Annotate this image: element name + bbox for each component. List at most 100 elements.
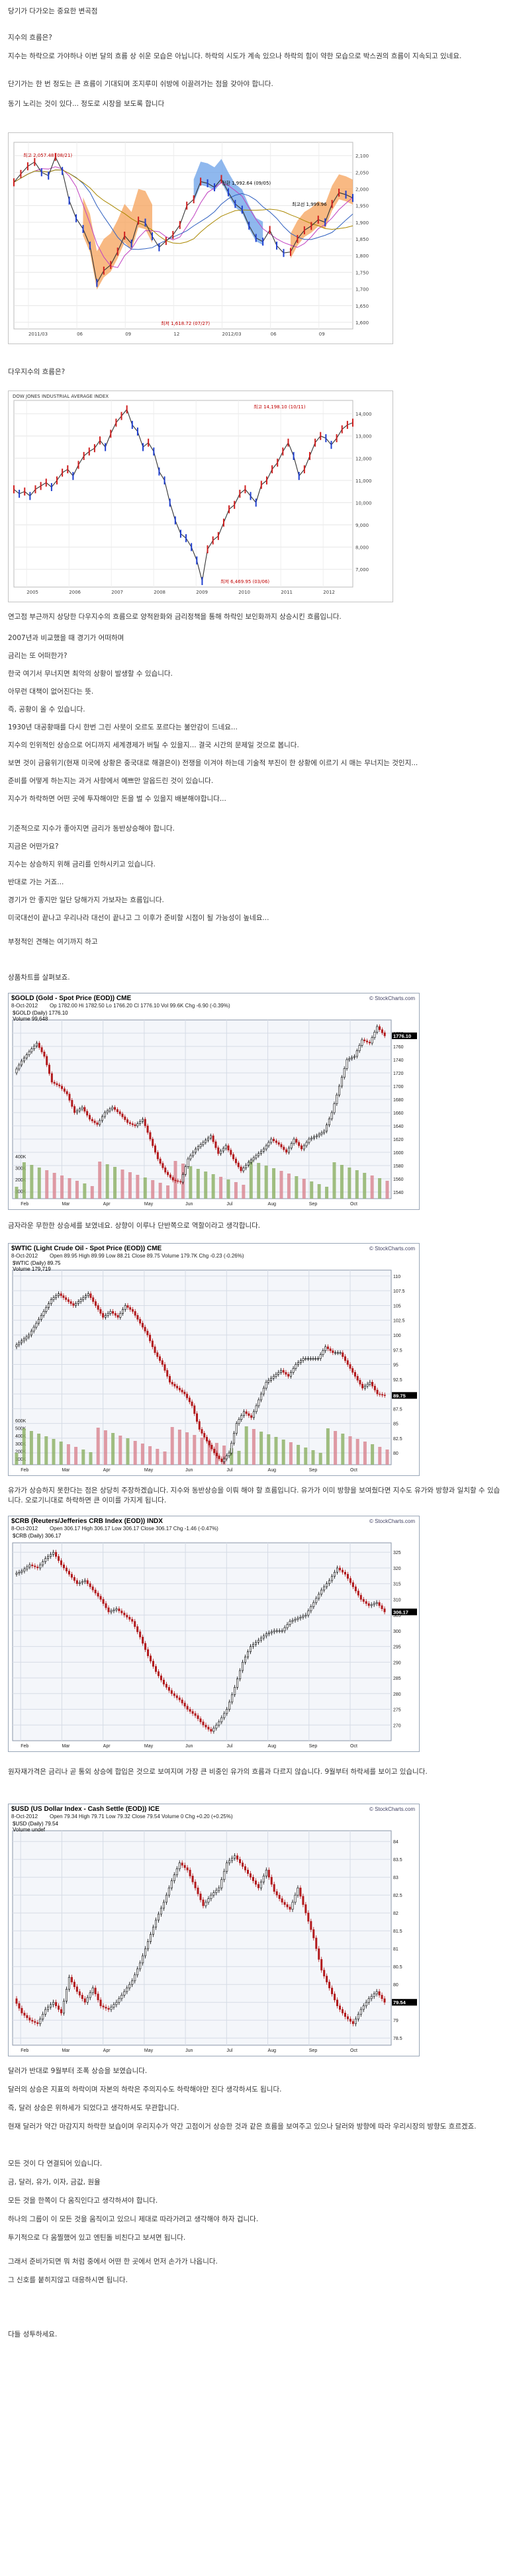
candle-body: [28, 1564, 31, 1567]
volume-tick-label: 100K: [15, 1189, 26, 1194]
candle-body: [102, 2005, 105, 2007]
candle-body: [136, 1315, 139, 1320]
volume-bar: [341, 1434, 345, 1465]
candle-body: [281, 1630, 283, 1632]
candle-body: [52, 1551, 55, 1555]
candle-body: [30, 1330, 32, 1336]
volume-bar: [297, 1445, 301, 1465]
candle-body: [249, 1646, 252, 1652]
legend-volume: Volume undef: [13, 1827, 45, 1833]
post-heading: 당기가 다가오는 중요한 변곡점: [8, 7, 98, 15]
candle-body: [55, 1295, 58, 1298]
paragraph: 2007년과 비교했을 때 경기가 어떠하며: [8, 634, 124, 642]
candle-body: [21, 1060, 23, 1066]
y-tick-label: 305: [393, 1614, 401, 1618]
candle-body: [39, 1564, 42, 1569]
x-tick-label: Oct: [350, 2048, 357, 2053]
candle-body: [287, 1374, 290, 1377]
paragraph: 하나의 그룹이 이 모든 것을 움직이고 있으니 제대로 따라가려고 생각해야 …: [8, 2215, 259, 2223]
candle-body: [234, 1158, 237, 1164]
candle-body: [220, 1458, 223, 1462]
candle-body: [255, 1405, 257, 1412]
paragraph: 현재 달러가 약간 마감지지 하락한 보습이며 우리지수가 약간 고점이거 상승…: [8, 2123, 477, 2131]
candle-body: [302, 1896, 304, 1905]
candle-body: [123, 1991, 126, 1996]
candle-body: [43, 1052, 46, 1057]
candle-body: [378, 1602, 381, 1606]
candle-body: [220, 1717, 223, 1722]
candle-body: [70, 1977, 73, 1982]
candle-body: [313, 1136, 316, 1138]
y-tick-label: 300: [393, 1630, 401, 1634]
y-tick-label: 87.5: [393, 1407, 402, 1412]
y-tick-label: 1,950: [355, 204, 369, 209]
candle-body: [25, 1054, 28, 1058]
candle-body: [114, 1107, 116, 1110]
candle-body: [273, 1884, 275, 1892]
candle-body: [60, 2009, 63, 2013]
candle-body: [106, 1111, 109, 1113]
candle-body: [42, 1561, 44, 1565]
candle-body: [244, 1866, 247, 1870]
candle-body: [73, 1982, 75, 1988]
candle-body: [60, 1293, 62, 1296]
candle-body: [275, 1630, 278, 1632]
candle-body: [262, 1635, 265, 1639]
volume-bar: [128, 1172, 132, 1199]
candle-body: [47, 1556, 50, 1559]
candle-body: [159, 1356, 162, 1361]
volume-bar: [264, 1166, 268, 1199]
candle-body: [107, 1313, 109, 1316]
candle-body: [361, 1039, 363, 1046]
price-line: [13, 408, 353, 582]
candle-body: [81, 1581, 83, 1583]
last-value-label: 1776.10: [393, 1033, 411, 1039]
volume-bar: [166, 1185, 170, 1199]
candle-body: [136, 1123, 139, 1127]
candle-body: [212, 1892, 215, 1896]
candle-body: [260, 1393, 263, 1401]
candle-body: [93, 1121, 96, 1123]
volume-bar: [193, 1435, 197, 1465]
volume-bar: [237, 1451, 241, 1465]
volume-bar: [90, 1186, 94, 1199]
candle-body: [113, 2004, 115, 2007]
candle-body: [18, 1342, 21, 1346]
paragraph: 한국 여기서 무너지면 최악의 상황이 발생할 수 있습니다.: [8, 670, 173, 678]
candle-body: [298, 1142, 301, 1146]
candle-body: [312, 1929, 315, 1939]
usd-chart: $USD (US Dollar Index - Cash Settle (EOD…: [8, 1804, 420, 2056]
candle-body: [231, 1858, 234, 1861]
candle-body: [103, 1112, 106, 1117]
candle-body: [150, 1934, 152, 1942]
candle-body: [320, 1959, 323, 1970]
volume-bar: [378, 1178, 382, 1199]
candle-body: [277, 1142, 280, 1145]
price-line: [13, 156, 353, 285]
candle-body: [81, 1995, 83, 2000]
y-tick-label: 80: [393, 1451, 398, 1456]
candle-body: [165, 1684, 167, 1688]
volume-bar: [378, 1447, 382, 1465]
candle-body: [210, 1445, 213, 1449]
candle-body: [370, 1604, 373, 1606]
candle-body: [193, 1405, 196, 1414]
candle-body: [161, 1360, 163, 1365]
candle-body: [114, 1313, 116, 1316]
candle-body: [75, 1303, 77, 1306]
candle-body: [259, 1882, 262, 1888]
candle-body: [175, 1868, 178, 1875]
x-tick-label: May: [144, 2048, 154, 2053]
chart-quote: Op 1782.00 Hi 1782.50 Lo 1766.20 Cl 1776…: [50, 1003, 230, 1009]
candle-body: [329, 1348, 332, 1352]
x-tick-label: Jul: [226, 1744, 232, 1749]
candle-body: [232, 1154, 235, 1160]
volume-bar: [348, 1168, 351, 1199]
candle-body: [289, 1621, 291, 1625]
candle-body: [234, 1855, 236, 1859]
candlestick-chart: 110107.5105102.510097.59592.59087.58582.…: [12, 1269, 417, 1473]
candle-body: [97, 1994, 99, 2000]
y-tick-label: 1740: [393, 1058, 404, 1063]
candle-body: [336, 1095, 338, 1104]
y-tick-label: 1,900: [355, 220, 369, 226]
